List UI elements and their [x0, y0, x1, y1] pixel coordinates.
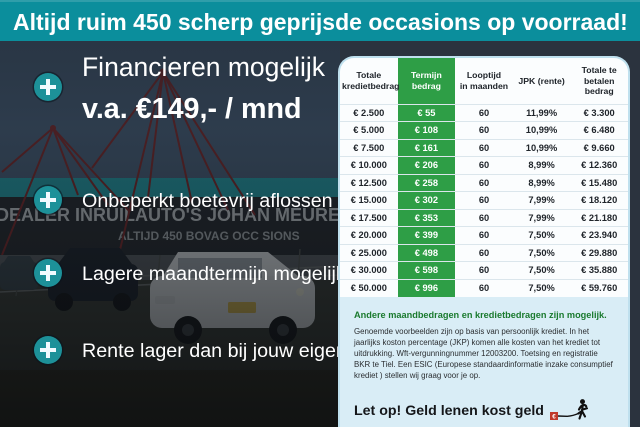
- svg-text:€: €: [552, 413, 556, 420]
